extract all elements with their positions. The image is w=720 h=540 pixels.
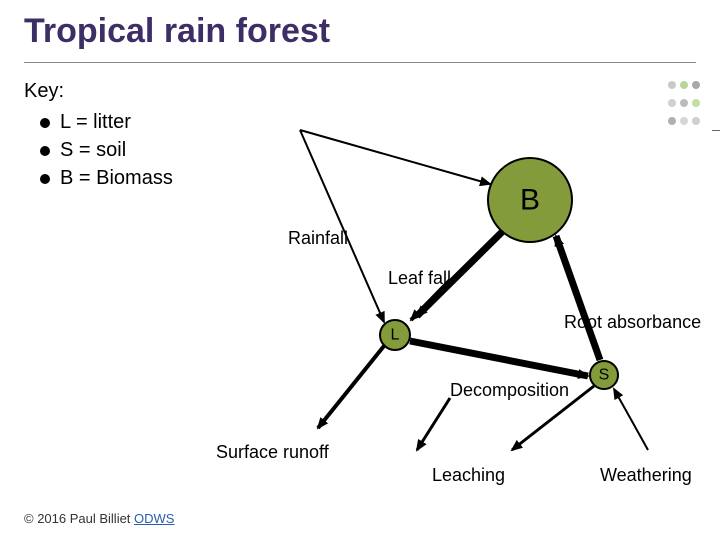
label-leaching: Leaching [432,465,505,486]
node-label-B: B [520,184,540,217]
footer-copyright: © 2016 Paul Billiet [24,511,134,526]
arrow-weather-to-S [614,389,648,450]
label-weathering: Weathering [600,465,692,486]
arrow-L-to-S [410,341,588,376]
label-rainfall: Rainfall [288,228,348,249]
footer: © 2016 Paul Billiet ODWS [24,511,174,526]
arrow-rain-to-B [300,130,490,184]
arrow-rain-to-L [300,130,384,322]
label-root: Root absorbance [564,312,701,333]
footer-link[interactable]: ODWS [134,511,174,526]
arrow-S-leach2 [417,398,450,450]
node-label-L: L [391,327,400,344]
label-surface: Surface runoff [216,442,329,463]
label-leaffall: Leaf fall [388,268,451,289]
label-decomp: Decomposition [450,380,569,401]
nutrient-cycle-diagram: B L S [0,0,720,540]
node-label-S: S [599,367,610,384]
arrow-L-surface [318,346,384,428]
arrow-S-to-B [556,236,600,360]
